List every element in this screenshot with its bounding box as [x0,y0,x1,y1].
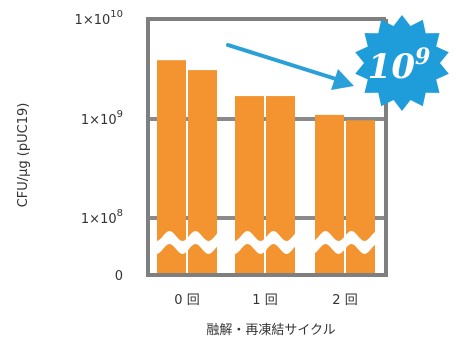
y-tick-label: 1×109 [81,109,123,128]
x-tick-label: 1 回 [252,293,277,308]
bar [346,120,375,275]
axis-break-layer [150,231,384,254]
trend-arrow [226,43,338,81]
y-tick-label: 0 [115,269,123,284]
annotation-badge: 109 [355,15,449,111]
axis-break [150,231,384,254]
y-tick-label: 1×1010 [75,9,123,28]
badge-starburst [355,15,449,111]
trend-arrow-head [331,69,354,90]
tick-layer: 1×1010 1×109 1×108 0 0 回 1 回 2 回 [75,9,358,308]
x-axis-title: 融解・再凍結サイクル [206,322,335,338]
y-tick-label: 1×108 [81,208,123,227]
x-tick-label: 0 回 [174,293,199,308]
badge-text: 109 [368,44,431,87]
y-axis-title: CFU/μg (pUC19) [16,103,31,208]
x-tick-label: 2 回 [332,293,357,308]
